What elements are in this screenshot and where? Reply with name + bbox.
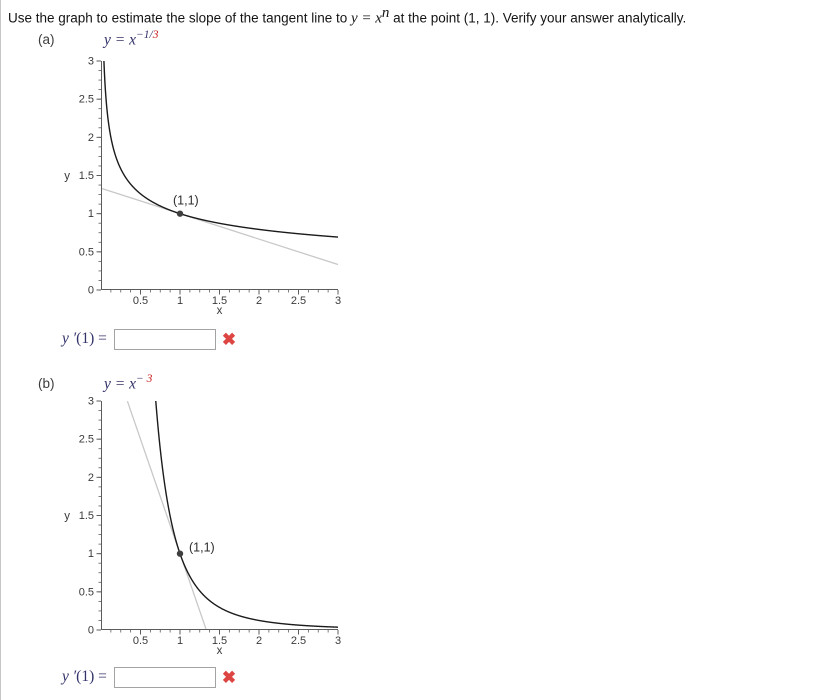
svg-text:0.5: 0.5	[79, 246, 94, 258]
statement-suffix: at the point (1, 1). Verify your answer …	[389, 10, 687, 26]
svg-text:x: x	[217, 645, 223, 657]
svg-text:0.5: 0.5	[133, 295, 148, 307]
formula-base: y = x	[104, 31, 136, 49]
svg-text:0: 0	[88, 625, 94, 637]
svg-text:2.5: 2.5	[79, 434, 94, 446]
part-b-label: (b)	[38, 376, 55, 391]
statement-prefix: Use the graph to estimate the slope of t…	[8, 10, 351, 26]
svg-text:0: 0	[88, 285, 94, 297]
incorrect-icon-a: ✖	[221, 329, 237, 349]
svg-text:2: 2	[88, 132, 94, 144]
svg-text:1: 1	[177, 635, 183, 647]
statement-math: y = x	[350, 10, 382, 27]
formula-exponent-value: 3	[152, 29, 159, 41]
part-a-label: (a)	[38, 32, 55, 47]
svg-text:3: 3	[335, 635, 341, 647]
formula-exponent-value: 3	[146, 373, 153, 385]
svg-text:x: x	[217, 305, 223, 317]
svg-text:1.5: 1.5	[79, 510, 94, 522]
derivative-input-a[interactable]	[113, 328, 216, 350]
problem-statement: Use the graph to estimate the slope of t…	[8, 5, 686, 28]
svg-text:(1,1): (1,1)	[173, 194, 199, 208]
formula-exponent: −	[135, 373, 147, 385]
svg-text:3: 3	[88, 396, 94, 408]
svg-text:2.5: 2.5	[291, 635, 306, 647]
svg-text:1.5: 1.5	[212, 295, 227, 307]
svg-text:2: 2	[256, 635, 262, 647]
svg-text:y: y	[64, 171, 70, 183]
derivative-label-rest: (1) =	[76, 330, 107, 347]
graph-a-plot: 0.5 1 1.5 2 2.5 3 3 2.5 2 1.5 1 0.5 0 x y (1,1)	[64, 56, 341, 318]
part-b-formula: y = x− 3	[104, 373, 152, 393]
question-left-border	[0, 0, 1, 700]
derivative-label-rest: (1) =	[76, 668, 107, 685]
svg-text:2.5: 2.5	[291, 295, 306, 307]
graph-b-plot: 0.5 1 1.5 2 2.5 3 3 2.5 2 1.5 1 0.5 0 x y (1,1)	[64, 396, 341, 658]
derivative-label-math: y ′	[62, 668, 77, 685]
svg-text:3: 3	[335, 295, 341, 307]
svg-text:1.5: 1.5	[212, 635, 227, 647]
svg-text:2: 2	[256, 295, 262, 307]
svg-text:2: 2	[88, 472, 94, 484]
svg-text:3: 3	[88, 56, 94, 68]
derivative-input-b[interactable]	[113, 666, 216, 688]
formula-exponent: −1/	[135, 29, 153, 41]
svg-text:1: 1	[88, 208, 94, 220]
derivative-label-math: y ′	[62, 330, 77, 347]
derivative-label-a: y ′(1) =	[62, 330, 107, 348]
svg-text:0.5: 0.5	[79, 586, 94, 598]
svg-text:y: y	[64, 511, 70, 523]
svg-text:1: 1	[177, 295, 183, 307]
answer-row-b: y ′(1) = ✖	[62, 666, 236, 688]
svg-text:(1,1): (1,1)	[189, 541, 215, 555]
formula-base: y = x	[104, 375, 136, 393]
svg-text:1: 1	[88, 548, 94, 560]
derivative-label-b: y ′(1) =	[62, 668, 107, 686]
statement-exponent: n	[381, 5, 390, 21]
part-a-formula: y = x−1/3	[104, 29, 158, 49]
svg-text:1.5: 1.5	[79, 170, 94, 182]
svg-text:2.5: 2.5	[79, 94, 94, 106]
incorrect-icon-b: ✖	[221, 667, 237, 687]
answer-row-a: y ′(1) = ✖	[62, 328, 236, 350]
svg-text:0.5: 0.5	[133, 635, 148, 647]
